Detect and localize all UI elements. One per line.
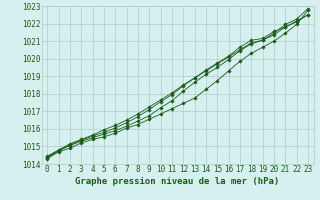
X-axis label: Graphe pression niveau de la mer (hPa): Graphe pression niveau de la mer (hPa): [76, 177, 280, 186]
